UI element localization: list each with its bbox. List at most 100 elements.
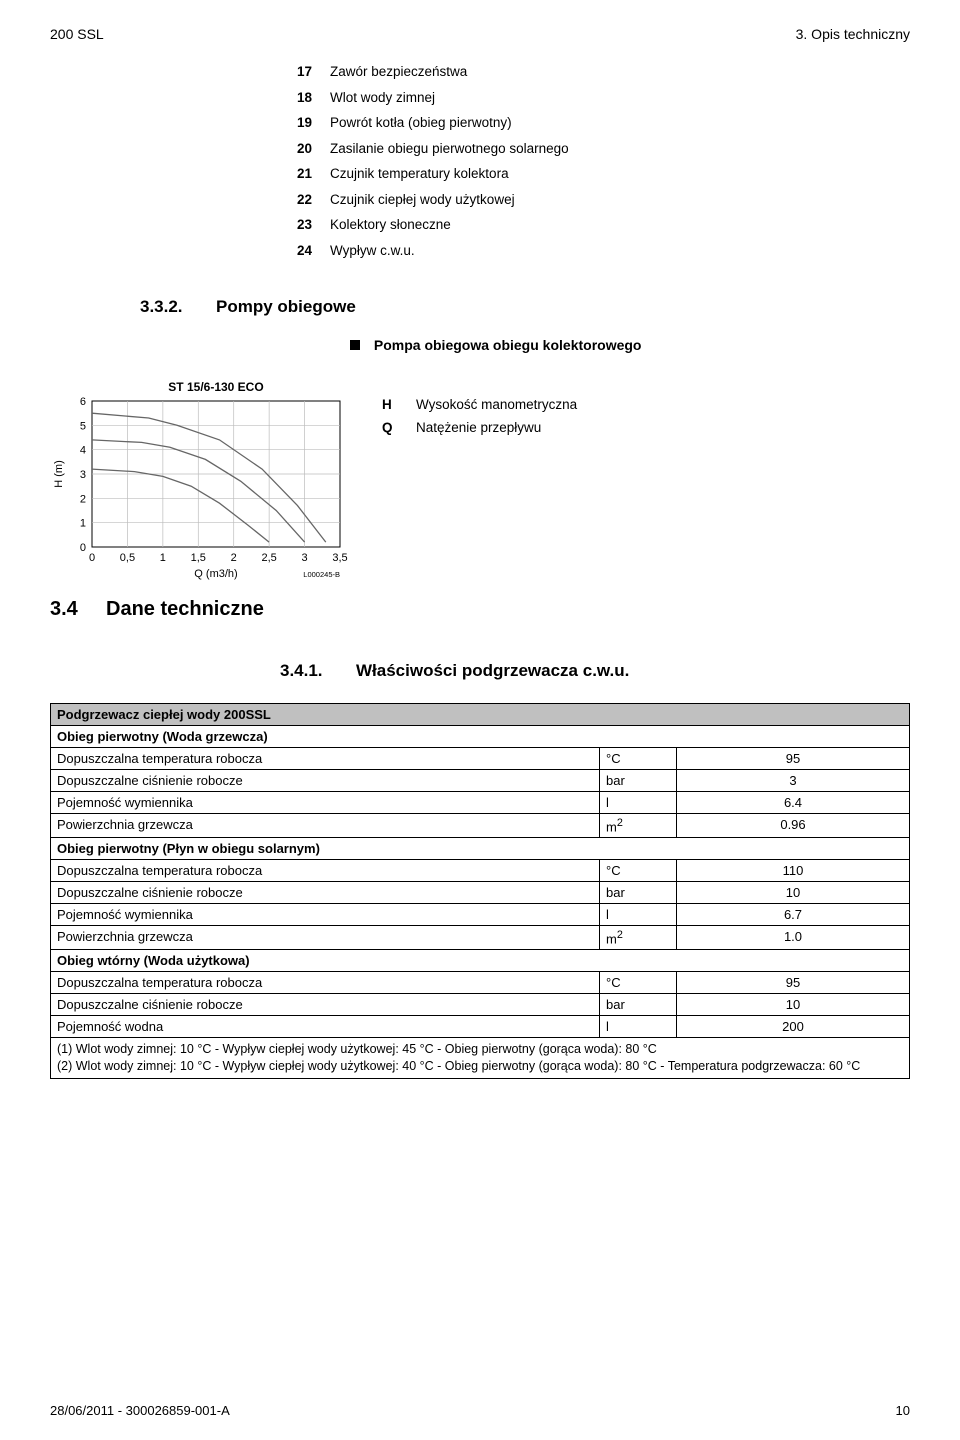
svg-text:1,5: 1,5 <box>191 552 206 564</box>
header-section: 3. Opis techniczny <box>796 26 910 42</box>
legend-val-q: Natężenie przepływu <box>416 420 910 435</box>
svg-text:0: 0 <box>89 552 95 564</box>
header-model: 200 SSL <box>50 26 104 42</box>
svg-text:0: 0 <box>80 542 86 554</box>
svg-text:3: 3 <box>302 552 308 564</box>
component-num: 21 <box>50 164 330 184</box>
section-3-4: 3.4Dane techniczne <box>50 598 910 621</box>
component-row: 21Czujnik temperatury kolektora <box>50 164 910 184</box>
component-row: 23Kolektory słoneczne <box>50 215 910 235</box>
svg-text:2: 2 <box>80 493 86 505</box>
section-3-3-2: 3.3.2.Pompy obiegowe <box>140 297 910 317</box>
component-row: 24Wypływ c.w.u. <box>50 241 910 261</box>
chart-legend: H Wysokość manometryczna Q Natężenie prz… <box>382 397 910 443</box>
component-row: 19Powrót kotła (obieg pierwotny) <box>50 113 910 133</box>
component-row: 22Czujnik ciepłej wody użytkowej <box>50 190 910 210</box>
component-label: Zasilanie obiegu pierwotnego solarnego <box>330 139 910 159</box>
svg-text:6: 6 <box>80 396 86 408</box>
table-row-value: 0.96 <box>677 813 910 837</box>
table-row-label: Powierzchnia grzewcza <box>51 925 600 949</box>
section-3-4-num: 3.4 <box>50 598 106 621</box>
pump-sub-heading-text: Pompa obiegowa obiegu kolektorowego <box>374 337 642 353</box>
svg-text:5: 5 <box>80 420 86 432</box>
table-row-unit: m2 <box>600 813 677 837</box>
section-3-4-title: Dane techniczne <box>106 598 264 620</box>
table-row-label: Pojemność wymiennika <box>51 791 600 813</box>
table-title: Podgrzewacz ciepłej wody 200SSL <box>51 703 910 725</box>
table-group-heading: Obieg pierwotny (Woda grzewcza) <box>51 725 910 747</box>
table-row-value: 1.0 <box>677 925 910 949</box>
table-row-label: Pojemność wymiennika <box>51 903 600 925</box>
table-row-unit: °C <box>600 972 677 994</box>
svg-text:4: 4 <box>80 444 86 456</box>
component-label: Czujnik ciepłej wody użytkowej <box>330 190 910 210</box>
chart: 0 0,5 1 1,5 2 2,5 3 3,5 0 1 2 3 4 5 6 ST 15/6-130 ECO H … <box>50 377 350 590</box>
table-row-unit: l <box>600 791 677 813</box>
svg-text:3: 3 <box>80 469 86 481</box>
table-row-unit: bar <box>600 994 677 1016</box>
table-row-value: 6.7 <box>677 903 910 925</box>
component-num: 19 <box>50 113 330 133</box>
component-num: 23 <box>50 215 330 235</box>
table-row-unit: l <box>600 903 677 925</box>
table-row-label: Dopuszczalna temperatura robocza <box>51 859 600 881</box>
svg-text:2,5: 2,5 <box>261 552 276 564</box>
component-label: Kolektory słoneczne <box>330 215 910 235</box>
svg-text:Q (m3/h): Q (m3/h) <box>194 568 237 580</box>
component-label: Wlot wody zimnej <box>330 88 910 108</box>
table-row-unit: m2 <box>600 925 677 949</box>
component-label: Zawór bezpieczeństwa <box>330 62 910 82</box>
section-3-3-2-title: Pompy obiegowe <box>216 297 356 316</box>
table-row-unit: bar <box>600 881 677 903</box>
section-3-4-1-title: Właściwości podgrzewacza c.w.u. <box>356 661 629 680</box>
component-label: Powrót kotła (obieg pierwotny) <box>330 113 910 133</box>
table-row-label: Powierzchnia grzewcza <box>51 813 600 837</box>
legend-val-h: Wysokość manometryczna <box>416 397 910 412</box>
table-row-label: Dopuszczalna temperatura robocza <box>51 747 600 769</box>
component-list: 17Zawór bezpieczeństwa 18Wlot wody zimnej… <box>50 62 910 261</box>
component-num: 24 <box>50 241 330 261</box>
table-row-unit: °C <box>600 747 677 769</box>
component-label: Wypływ c.w.u. <box>330 241 910 261</box>
section-3-4-1-num: 3.4.1. <box>280 661 356 681</box>
table-row-label: Dopuszczalne ciśnienie robocze <box>51 881 600 903</box>
svg-text:2: 2 <box>231 552 237 564</box>
svg-text:3,5: 3,5 <box>332 552 347 564</box>
component-row: 17Zawór bezpieczeństwa <box>50 62 910 82</box>
table-row-label: Dopuszczalna temperatura robocza <box>51 972 600 994</box>
svg-text:1: 1 <box>80 517 86 529</box>
component-num: 18 <box>50 88 330 108</box>
table-row-label: Dopuszczalne ciśnienie robocze <box>51 769 600 791</box>
legend-key-q: Q <box>382 420 416 435</box>
table-row-value: 10 <box>677 881 910 903</box>
table-footnotes: (1) Wlot wody zimnej: 10 °C - Wypływ cie… <box>51 1038 910 1079</box>
svg-text:1: 1 <box>160 552 166 564</box>
table-row-unit: bar <box>600 769 677 791</box>
table-row-value: 95 <box>677 747 910 769</box>
svg-text:ST 15/6-130 ECO: ST 15/6-130 ECO <box>168 380 263 394</box>
table-row-value: 3 <box>677 769 910 791</box>
legend-key-h: H <box>382 397 416 412</box>
svg-text:H (m): H (m) <box>53 460 65 488</box>
table-group-heading: Obieg pierwotny (Płyn w obiegu solarnym) <box>51 837 910 859</box>
component-row: 20Zasilanie obiegu pierwotnego solarnego <box>50 139 910 159</box>
footer-left: 28/06/2011 - 300026859-001-A <box>50 1403 230 1418</box>
footer-right: 10 <box>896 1403 910 1418</box>
component-label: Czujnik temperatury kolektora <box>330 164 910 184</box>
svg-text:0,5: 0,5 <box>120 552 135 564</box>
table-row-label: Dopuszczalne ciśnienie robocze <box>51 994 600 1016</box>
table-row-label: Pojemność wodna <box>51 1016 600 1038</box>
table-row-value: 10 <box>677 994 910 1016</box>
table-row-value: 200 <box>677 1016 910 1038</box>
section-3-4-1: 3.4.1.Właściwości podgrzewacza c.w.u. <box>280 661 910 681</box>
table-row-value: 6.4 <box>677 791 910 813</box>
properties-table: Podgrzewacz ciepłej wody 200SSLObieg pie… <box>50 703 910 1079</box>
svg-text:L000245-B: L000245-B <box>303 570 340 579</box>
component-num: 22 <box>50 190 330 210</box>
table-row-unit: l <box>600 1016 677 1038</box>
table-row-value: 95 <box>677 972 910 994</box>
section-3-3-2-num: 3.3.2. <box>140 297 216 317</box>
component-row: 18Wlot wody zimnej <box>50 88 910 108</box>
table-row-value: 110 <box>677 859 910 881</box>
table-group-heading: Obieg wtórny (Woda użytkowa) <box>51 950 910 972</box>
